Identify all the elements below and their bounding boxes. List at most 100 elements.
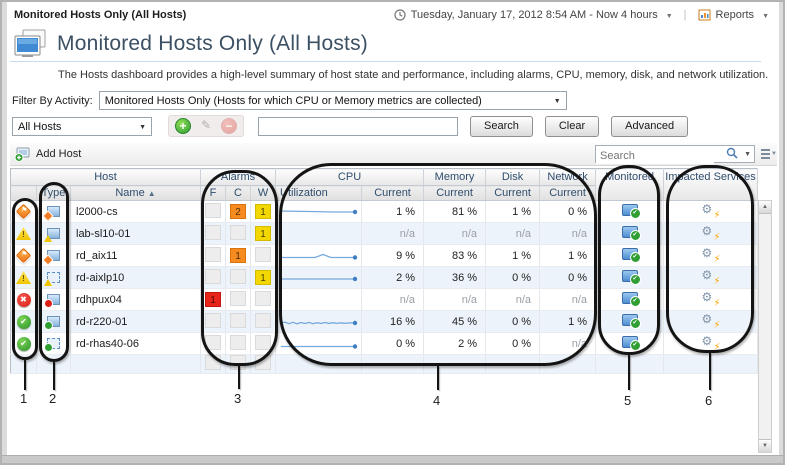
warning-alarm-count[interactable]: 1	[255, 270, 272, 285]
network-current-value: n/a	[539, 288, 597, 311]
monitored-icon[interactable]	[621, 336, 641, 351]
table-search-input[interactable]	[596, 148, 714, 164]
page-title: Monitored Hosts Only (All Hosts)	[57, 32, 368, 55]
monitored-icon[interactable]	[621, 204, 641, 219]
host-type-icon	[44, 272, 60, 286]
col-fatal[interactable]: F	[200, 185, 226, 201]
fatal-alarm-count[interactable]	[205, 334, 221, 350]
warning-alarm-count[interactable]	[255, 312, 272, 328]
host-status-icon[interactable]	[16, 292, 31, 307]
host-name[interactable]: rd-aixlp10	[70, 266, 201, 289]
callout-line	[709, 353, 711, 390]
cpu-current-value: 9 %	[361, 244, 425, 267]
impacted-services-icon[interactable]	[702, 268, 721, 287]
monitored-icon[interactable]	[621, 248, 641, 263]
fatal-alarm-count[interactable]	[205, 312, 221, 328]
warning-alarm-count[interactable]: 1	[255, 226, 272, 241]
warning-alarm-count[interactable]	[255, 246, 272, 262]
fatal-alarm-count[interactable]	[205, 224, 221, 240]
col-critical[interactable]: C	[225, 185, 251, 201]
fatal-alarm-count[interactable]: 1	[205, 292, 221, 307]
chevron-down-icon[interactable]	[663, 9, 673, 21]
critical-alarm-count[interactable]: 2	[230, 204, 246, 219]
activity-filter-select[interactable]: Monitored Hosts Only (Hosts for which CP…	[98, 91, 567, 110]
host-name[interactable]: rd-rhas40-06	[70, 332, 201, 355]
table-customizer-icon[interactable]	[761, 148, 777, 160]
remove-scope-icon[interactable]: −	[221, 118, 237, 134]
col-impacted-services[interactable]: Impacted Services	[663, 168, 759, 201]
col-disk-current[interactable]: Current	[485, 185, 541, 201]
col-network[interactable]: Network	[539, 168, 597, 186]
search-button[interactable]: Search	[470, 115, 533, 137]
col-memory[interactable]: Memory	[423, 168, 487, 186]
col-utilization[interactable]: Utilization	[275, 185, 363, 201]
reports-menu[interactable]: Reports	[715, 9, 755, 21]
host-status-icon[interactable]	[15, 203, 32, 220]
search-icon[interactable]	[726, 147, 738, 159]
impacted-services-icon[interactable]	[702, 334, 721, 353]
host-status-icon[interactable]	[15, 247, 32, 264]
critical-alarm-count[interactable]	[230, 334, 246, 350]
warning-alarm-count[interactable]	[255, 334, 272, 350]
breadcrumb[interactable]: Monitored Hosts Only (All Hosts)	[14, 9, 187, 21]
critical-alarm-count[interactable]	[230, 268, 246, 284]
host-name[interactable]: l2000-cs	[70, 200, 201, 223]
col-host[interactable]: Host	[10, 168, 201, 186]
col-type[interactable]: Type	[36, 185, 71, 201]
cpu-sparkline	[281, 253, 358, 260]
impacted-services-icon[interactable]	[702, 224, 721, 243]
host-status-icon[interactable]	[16, 271, 31, 284]
host-name[interactable]: rd-r220-01	[70, 310, 201, 333]
edit-pencil-icon[interactable]: ✎	[200, 118, 212, 132]
critical-alarm-count[interactable]	[230, 224, 246, 240]
monitored-icon[interactable]	[621, 314, 641, 329]
monitored-icon[interactable]	[621, 292, 641, 307]
search-input[interactable]	[258, 116, 458, 136]
fatal-alarm-count[interactable]	[205, 202, 221, 218]
critical-alarm-count[interactable]	[230, 312, 246, 328]
host-name[interactable]: rd_aix11	[70, 244, 201, 267]
fatal-alarm-count[interactable]	[205, 268, 221, 284]
col-cpu[interactable]: CPU	[275, 168, 425, 186]
callout-line	[238, 366, 240, 389]
col-monitored[interactable]: Monitored	[595, 168, 665, 201]
col-warning[interactable]: W	[250, 185, 277, 201]
col-name[interactable]: Name ▲	[70, 185, 201, 201]
monitored-icon[interactable]	[621, 226, 641, 241]
impacted-services-icon[interactable]	[702, 312, 721, 331]
network-current-value: n/a	[539, 332, 597, 355]
col-network-current[interactable]: Current	[539, 185, 597, 201]
time-range-label[interactable]: Tuesday, January 17, 2012 8:54 AM - Now …	[410, 9, 658, 21]
monitored-icon[interactable]	[621, 270, 641, 285]
table-scrollbar[interactable]: ▲ ▼	[758, 200, 772, 453]
advanced-button[interactable]: Advanced	[611, 115, 689, 137]
host-name[interactable]: lab-sl10-01	[70, 222, 201, 245]
chevron-down-icon[interactable]	[759, 9, 769, 21]
host-status-icon[interactable]	[16, 314, 31, 329]
add-host-button[interactable]: Add Host	[14, 147, 81, 162]
col-cpu-current[interactable]: Current	[361, 185, 425, 201]
scroll-up-icon[interactable]: ▲	[759, 201, 771, 214]
impacted-services-icon[interactable]	[702, 290, 721, 309]
col-disk[interactable]: Disk	[485, 168, 541, 186]
impacted-services-icon[interactable]	[702, 202, 721, 221]
col-memory-current[interactable]: Current	[423, 185, 487, 201]
warning-alarm-count[interactable]	[255, 290, 272, 306]
add-scope-icon[interactable]: +	[175, 118, 191, 134]
host-status-icon[interactable]	[16, 336, 31, 351]
impacted-services-icon[interactable]	[702, 246, 721, 265]
scroll-down-icon[interactable]: ▼	[759, 439, 771, 452]
host-status-icon[interactable]	[16, 227, 31, 240]
clear-button[interactable]: Clear	[544, 115, 600, 137]
critical-alarm-count[interactable]	[230, 290, 246, 306]
memory-current-value: n/a	[423, 222, 487, 245]
fatal-alarm-count[interactable]	[205, 246, 221, 262]
search-options-arrow[interactable]: ▼	[744, 151, 751, 158]
scope-select[interactable]: All Hosts	[12, 116, 152, 136]
host-name[interactable]: rdhpux04	[70, 288, 201, 311]
callout-number-2: 2	[49, 391, 57, 406]
add-host-label: Add Host	[36, 148, 82, 160]
col-alarms[interactable]: Alarms	[200, 168, 277, 186]
critical-alarm-count[interactable]: 1	[230, 248, 246, 263]
warning-alarm-count[interactable]: 1	[255, 204, 272, 219]
